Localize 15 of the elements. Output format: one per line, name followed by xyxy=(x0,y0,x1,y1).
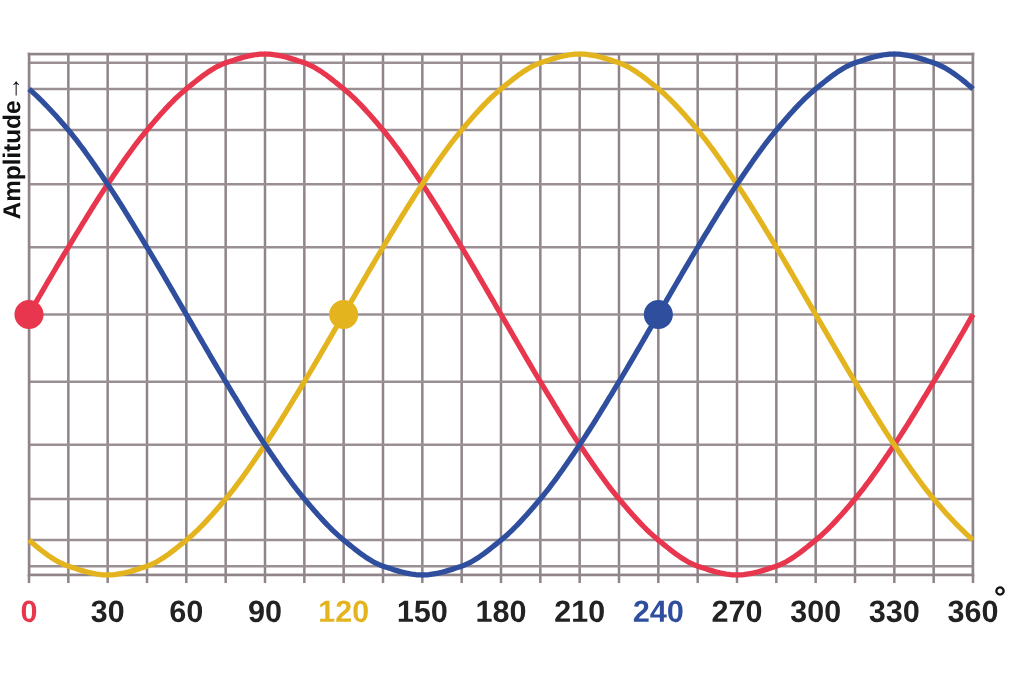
x-tick-label: 120 xyxy=(320,600,368,623)
y-axis-title: Amplitude→ xyxy=(2,81,26,219)
x-tick-label: 360 xyxy=(948,600,998,623)
x-tick-label: 180 xyxy=(477,600,526,623)
x-axis-title: ° xyxy=(995,586,1005,596)
x-tick-label: 330 xyxy=(869,600,919,623)
x-tick-label: 210 xyxy=(555,600,604,623)
x-tick-label: 30 xyxy=(91,600,124,623)
x-tick-label: 300 xyxy=(790,600,840,623)
x-tick-label: 90 xyxy=(249,600,281,623)
x-tick-label: 150 xyxy=(398,600,447,623)
x-tick-label: 60 xyxy=(170,600,203,623)
x-tick-label: 0 xyxy=(21,600,37,623)
x-tick-label: 270 xyxy=(712,600,762,623)
x-tick-label: 240 xyxy=(633,600,683,623)
